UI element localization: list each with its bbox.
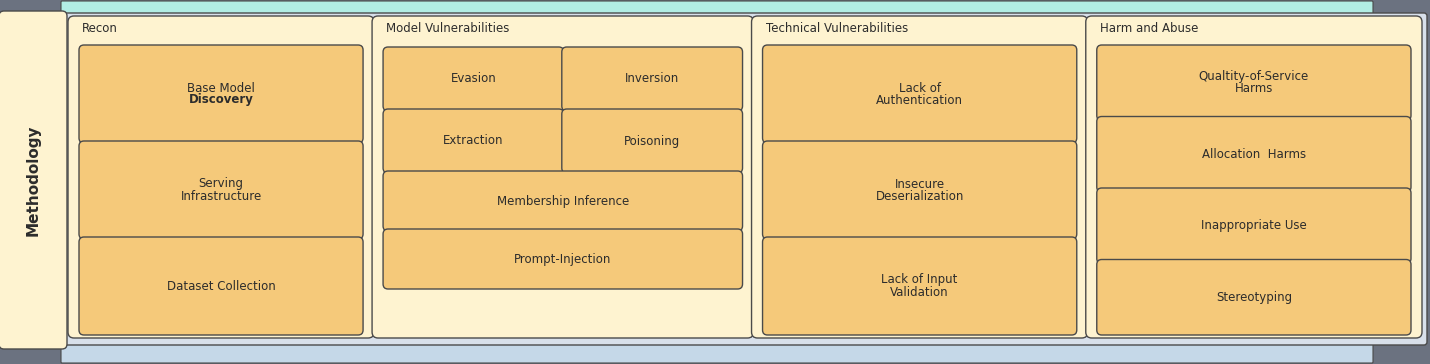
Text: Authentication: Authentication <box>877 94 964 107</box>
FancyBboxPatch shape <box>383 229 742 289</box>
FancyBboxPatch shape <box>562 109 742 173</box>
FancyBboxPatch shape <box>1097 116 1411 192</box>
FancyBboxPatch shape <box>762 237 1077 335</box>
Text: Poisoning: Poisoning <box>623 135 681 147</box>
Text: Extraction: Extraction <box>443 135 503 147</box>
Text: Harm and Abuse: Harm and Abuse <box>1100 23 1198 36</box>
FancyBboxPatch shape <box>79 237 363 335</box>
Text: Methodology: Methodology <box>26 124 40 236</box>
Text: Validation: Validation <box>891 285 950 298</box>
FancyBboxPatch shape <box>79 141 363 239</box>
Text: Model Vulnerabilities: Model Vulnerabilities <box>386 23 509 36</box>
Text: Harms: Harms <box>1234 82 1273 95</box>
Text: Discovery: Discovery <box>189 94 253 107</box>
FancyBboxPatch shape <box>61 1 1373 16</box>
FancyBboxPatch shape <box>762 45 1077 143</box>
Text: Inappropriate Use: Inappropriate Use <box>1201 219 1307 232</box>
FancyBboxPatch shape <box>61 343 1373 363</box>
FancyBboxPatch shape <box>383 47 563 111</box>
Text: Prompt-Injection: Prompt-Injection <box>515 253 612 265</box>
Text: Stereotyping: Stereotyping <box>1216 291 1291 304</box>
Text: Membership Inference: Membership Inference <box>496 194 629 207</box>
Text: Lack of: Lack of <box>898 82 941 95</box>
Text: Insecure: Insecure <box>895 178 945 190</box>
FancyBboxPatch shape <box>752 16 1088 338</box>
Text: Deserialization: Deserialization <box>875 190 964 202</box>
Text: Recon: Recon <box>82 23 117 36</box>
FancyBboxPatch shape <box>0 11 67 349</box>
FancyBboxPatch shape <box>79 45 363 143</box>
Text: Qualtity-of-Service: Qualtity-of-Service <box>1198 70 1308 83</box>
FancyBboxPatch shape <box>562 47 742 111</box>
FancyBboxPatch shape <box>63 13 1427 345</box>
FancyBboxPatch shape <box>383 109 563 173</box>
Text: Allocation  Harms: Allocation Harms <box>1201 148 1306 161</box>
FancyBboxPatch shape <box>1097 260 1411 335</box>
Text: Serving: Serving <box>199 178 243 190</box>
Text: Technical Vulnerabilities: Technical Vulnerabilities <box>765 23 908 36</box>
Text: Infrastructure: Infrastructure <box>180 190 262 202</box>
FancyBboxPatch shape <box>1085 16 1421 338</box>
FancyBboxPatch shape <box>383 171 742 231</box>
FancyBboxPatch shape <box>1097 188 1411 264</box>
Text: Dataset Collection: Dataset Collection <box>167 280 276 293</box>
Text: Evasion: Evasion <box>450 72 496 86</box>
FancyBboxPatch shape <box>69 16 375 338</box>
FancyBboxPatch shape <box>762 141 1077 239</box>
Text: Inversion: Inversion <box>625 72 679 86</box>
Text: Base Model: Base Model <box>187 82 255 95</box>
FancyBboxPatch shape <box>1097 45 1411 120</box>
Text: Lack of Input: Lack of Input <box>881 273 958 286</box>
FancyBboxPatch shape <box>372 16 754 338</box>
